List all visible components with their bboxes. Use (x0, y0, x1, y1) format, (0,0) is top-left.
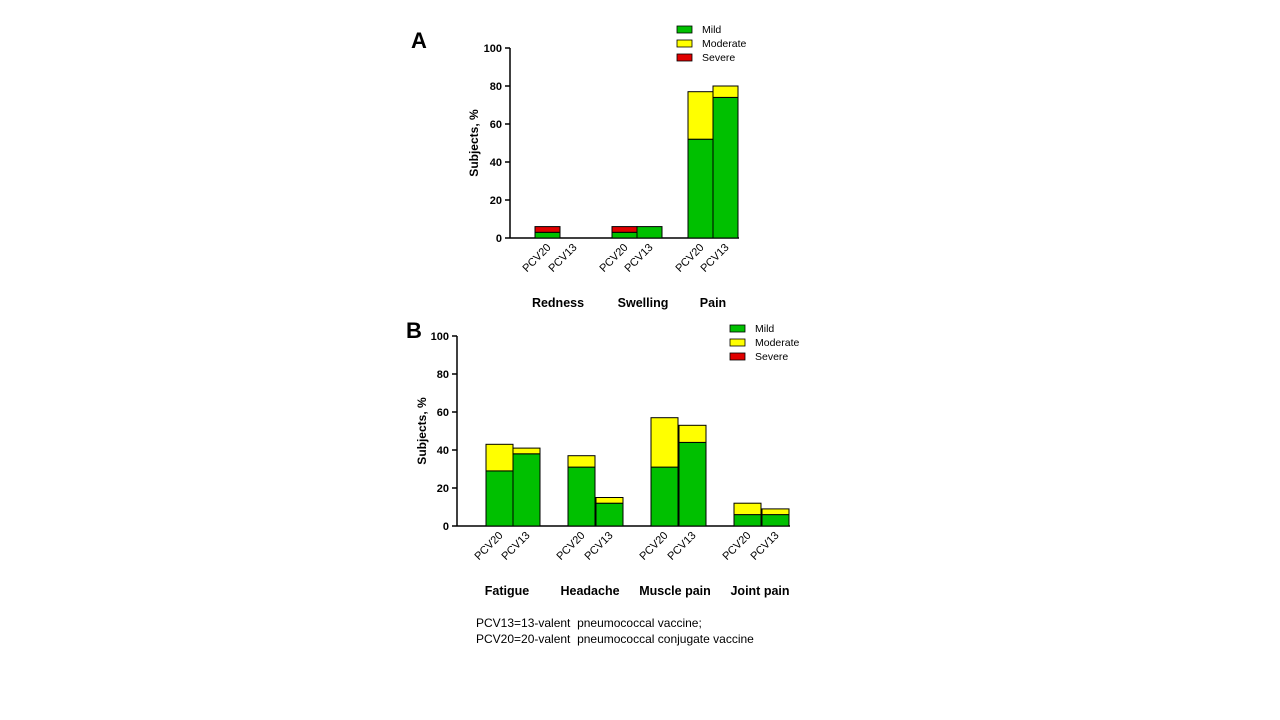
panel-b-y-tick-label: 100 (431, 331, 449, 343)
panel-b-category-label: PCV20 (637, 530, 670, 563)
panel-a-y-tick-label: 40 (490, 157, 502, 169)
panel-b-bar-mild (512, 453, 541, 527)
panel-b-category-label: PCV13 (748, 530, 781, 563)
panel-b-category-label: PCV13 (499, 530, 532, 563)
panel-a-bar-mild (611, 231, 638, 239)
panel-a-bar-mild (712, 96, 739, 239)
panel-b-bar-moderate (567, 455, 596, 468)
panel-a-bar-mild (534, 231, 561, 239)
panel-b-bar-moderate (678, 424, 707, 443)
panel-b-group-label: Muscle pain (639, 584, 711, 598)
panel-b-bar-mild (733, 514, 762, 527)
panel-a-bar-severe (534, 226, 561, 233)
panel-a-y-tick-label: 20 (490, 195, 502, 207)
panel-a-group-label: Pain (700, 296, 726, 310)
panel-a-category-label: PCV13 (698, 242, 731, 275)
panel-b-bar-mild (761, 514, 790, 527)
panel-a-category-label: PCV13 (622, 242, 655, 275)
panel-b-legend-swatch-mild (729, 324, 746, 333)
panel-a-y-axis-title: Subjects, % (467, 109, 481, 177)
panel-b-legend-label-moderate: Moderate (755, 337, 800, 349)
panel-b-y-tick-label: 60 (437, 407, 449, 419)
panel-b-bar-moderate (485, 443, 514, 472)
panel-a-y-tick-label: 60 (490, 119, 502, 131)
panel-a-label: A (411, 28, 427, 53)
panel-b-y-tick-label: 40 (437, 445, 449, 457)
panel-b-y-tick-label: 0 (443, 521, 449, 533)
panel-b-category-label: PCV20 (472, 530, 505, 563)
panel-b-group-label: Headache (560, 584, 619, 598)
panel-b-bar-mild (678, 441, 707, 527)
panel-a-legend-swatch-mild (676, 25, 693, 34)
panel-b-legend-swatch-severe (729, 352, 746, 361)
panel-b-group-label: Fatigue (485, 584, 529, 598)
panel-b-group-label: Joint pain (730, 584, 789, 598)
panel-a-y-tick-label: 0 (496, 233, 502, 245)
panel-a-bar-moderate (687, 91, 714, 140)
panel-a-category-label: PCV13 (546, 242, 579, 275)
footnote-line-2: PCV20=20-valent pneumococcal conjugate v… (476, 632, 754, 646)
panel-b-y-axis-title: Subjects, % (415, 397, 429, 465)
panel-a-bar-moderate (712, 85, 739, 98)
panel-a-legend-swatch-severe (676, 53, 693, 62)
panel-b-y-tick-label: 20 (437, 483, 449, 495)
panel-b-bar-mild (485, 470, 514, 527)
panel-b-category-label: PCV20 (720, 530, 753, 563)
panel-a-y-tick-label: 80 (490, 81, 502, 93)
panel-b-y-tick-label: 80 (437, 369, 449, 381)
panel-b-category-label: PCV13 (665, 530, 698, 563)
panel-a-bar-mild (636, 226, 663, 239)
panel-b-legend-label-severe: Severe (755, 351, 788, 363)
panel-b-category-label: PCV13 (582, 530, 615, 563)
panel-b-legend-label-mild: Mild (755, 323, 774, 335)
panel-a-y-tick-label: 100 (484, 43, 502, 55)
panel-a-bar-mild (687, 138, 714, 239)
panel-b-bar-moderate (733, 502, 762, 516)
panel-b-category-label: PCV20 (554, 530, 587, 563)
panel-a-legend-label-severe: Severe (702, 52, 735, 64)
panel-a-group-label: Swelling (618, 296, 669, 310)
panel-b-label: B (406, 318, 422, 343)
panel-b-bar-moderate (761, 508, 790, 516)
panel-a-bar-severe (611, 226, 638, 233)
panel-a-group-label: Redness (532, 296, 584, 310)
panel-b-bar-moderate (595, 497, 624, 504)
panel-a-legend-swatch-moderate (676, 39, 693, 48)
panel-b-legend-swatch-moderate (729, 338, 746, 347)
footnote-line-1: PCV13=13-valent pneumococcal vaccine; (476, 616, 702, 630)
panel-b-bar-moderate (512, 447, 541, 455)
panel-a-legend-label-moderate: Moderate (702, 38, 747, 50)
panel-b-bar-mild (595, 502, 624, 527)
panel-a-legend-label-mild: Mild (702, 24, 721, 36)
panel-b-bar-moderate (650, 417, 679, 468)
panel-b-bar-mild (567, 466, 596, 527)
panel-b-bar-mild (650, 466, 679, 527)
